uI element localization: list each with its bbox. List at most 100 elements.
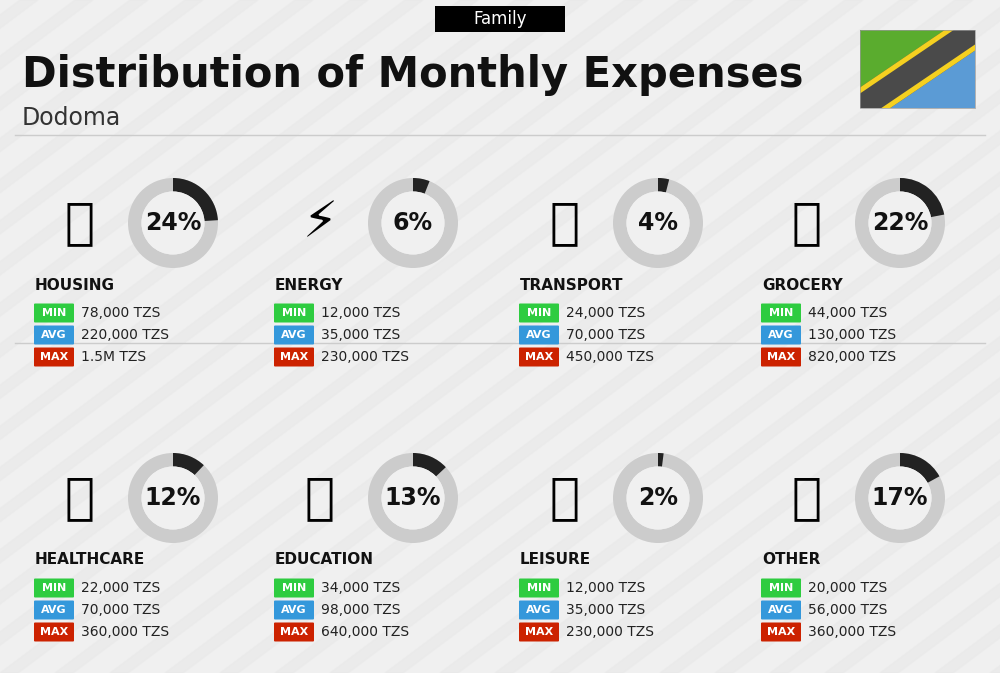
Text: AVG: AVG <box>768 330 794 340</box>
Text: HEALTHCARE: HEALTHCARE <box>35 553 145 567</box>
Text: 230,000 TZS: 230,000 TZS <box>566 625 654 639</box>
Text: MAX: MAX <box>525 627 553 637</box>
Polygon shape <box>850 16 985 122</box>
Text: 💰: 💰 <box>792 474 822 522</box>
Text: MIN: MIN <box>282 308 306 318</box>
FancyBboxPatch shape <box>761 600 801 620</box>
Text: 220,000 TZS: 220,000 TZS <box>81 328 169 342</box>
Text: MAX: MAX <box>280 352 308 362</box>
Circle shape <box>142 192 205 254</box>
Text: MAX: MAX <box>525 352 553 362</box>
Wedge shape <box>613 178 703 268</box>
Polygon shape <box>860 30 975 108</box>
Text: AVG: AVG <box>281 330 307 340</box>
Text: 22,000 TZS: 22,000 TZS <box>81 581 160 595</box>
FancyBboxPatch shape <box>34 304 74 322</box>
FancyBboxPatch shape <box>34 347 74 367</box>
Circle shape <box>382 466 444 530</box>
FancyBboxPatch shape <box>761 304 801 322</box>
FancyBboxPatch shape <box>274 579 314 598</box>
Text: 820,000 TZS: 820,000 TZS <box>808 350 896 364</box>
Text: AVG: AVG <box>526 330 552 340</box>
Wedge shape <box>368 178 458 268</box>
Text: MIN: MIN <box>769 308 793 318</box>
Text: MIN: MIN <box>42 308 66 318</box>
Wedge shape <box>900 453 939 483</box>
Text: Distribution of Monthly Expenses: Distribution of Monthly Expenses <box>22 54 804 96</box>
Text: HOUSING: HOUSING <box>35 277 115 293</box>
FancyBboxPatch shape <box>274 600 314 620</box>
FancyBboxPatch shape <box>34 326 74 345</box>
Text: 💊: 💊 <box>65 474 95 522</box>
Text: EDUCATION: EDUCATION <box>275 553 374 567</box>
Text: AVG: AVG <box>41 605 67 615</box>
FancyBboxPatch shape <box>274 326 314 345</box>
Text: MIN: MIN <box>769 583 793 593</box>
Text: 24,000 TZS: 24,000 TZS <box>566 306 645 320</box>
FancyBboxPatch shape <box>761 623 801 641</box>
FancyBboxPatch shape <box>519 347 559 367</box>
Wedge shape <box>368 453 458 543</box>
Text: 1.5M TZS: 1.5M TZS <box>81 350 146 364</box>
Text: 98,000 TZS: 98,000 TZS <box>321 603 400 617</box>
Text: 13%: 13% <box>385 486 441 510</box>
Text: 🏢: 🏢 <box>65 199 95 247</box>
Text: 12,000 TZS: 12,000 TZS <box>321 306 400 320</box>
Text: ⚡: ⚡ <box>302 199 338 247</box>
Wedge shape <box>128 453 218 543</box>
Text: OTHER: OTHER <box>762 553 820 567</box>
Text: LEISURE: LEISURE <box>520 553 591 567</box>
FancyBboxPatch shape <box>274 623 314 641</box>
FancyBboxPatch shape <box>34 579 74 598</box>
Text: MAX: MAX <box>40 627 68 637</box>
Text: Family: Family <box>473 10 527 28</box>
Polygon shape <box>867 40 985 122</box>
FancyBboxPatch shape <box>761 579 801 598</box>
Wedge shape <box>413 178 430 194</box>
Text: 🛒: 🛒 <box>792 199 822 247</box>
Text: MAX: MAX <box>40 352 68 362</box>
Text: MAX: MAX <box>767 352 795 362</box>
Text: 78,000 TZS: 78,000 TZS <box>81 306 160 320</box>
Polygon shape <box>850 16 968 98</box>
Text: 🎓: 🎓 <box>305 474 335 522</box>
Circle shape <box>868 466 932 530</box>
Circle shape <box>382 192 444 254</box>
Text: AVG: AVG <box>41 330 67 340</box>
Text: 35,000 TZS: 35,000 TZS <box>566 603 645 617</box>
Text: MIN: MIN <box>282 583 306 593</box>
FancyBboxPatch shape <box>519 326 559 345</box>
Text: 🚌: 🚌 <box>550 199 580 247</box>
Text: Dodoma: Dodoma <box>22 106 121 130</box>
FancyBboxPatch shape <box>34 600 74 620</box>
Text: 450,000 TZS: 450,000 TZS <box>566 350 654 364</box>
Text: 24%: 24% <box>145 211 201 235</box>
FancyBboxPatch shape <box>519 304 559 322</box>
Circle shape <box>868 192 932 254</box>
Text: 34,000 TZS: 34,000 TZS <box>321 581 400 595</box>
Text: MAX: MAX <box>280 627 308 637</box>
Text: MIN: MIN <box>527 583 551 593</box>
FancyBboxPatch shape <box>274 347 314 367</box>
Text: AVG: AVG <box>281 605 307 615</box>
Text: 360,000 TZS: 360,000 TZS <box>808 625 896 639</box>
Text: 70,000 TZS: 70,000 TZS <box>566 328 645 342</box>
FancyBboxPatch shape <box>761 326 801 345</box>
FancyBboxPatch shape <box>519 623 559 641</box>
Wedge shape <box>658 453 664 467</box>
Text: 130,000 TZS: 130,000 TZS <box>808 328 896 342</box>
Text: 360,000 TZS: 360,000 TZS <box>81 625 169 639</box>
FancyBboxPatch shape <box>519 600 559 620</box>
Text: 2%: 2% <box>638 486 678 510</box>
Text: 56,000 TZS: 56,000 TZS <box>808 603 887 617</box>
Text: TRANSPORT: TRANSPORT <box>520 277 624 293</box>
Wedge shape <box>128 178 218 268</box>
Circle shape <box>626 466 690 530</box>
Circle shape <box>142 466 205 530</box>
Wedge shape <box>173 453 204 475</box>
FancyBboxPatch shape <box>519 579 559 598</box>
Text: 20,000 TZS: 20,000 TZS <box>808 581 887 595</box>
Text: 35,000 TZS: 35,000 TZS <box>321 328 400 342</box>
FancyBboxPatch shape <box>435 6 565 32</box>
Text: MIN: MIN <box>527 308 551 318</box>
